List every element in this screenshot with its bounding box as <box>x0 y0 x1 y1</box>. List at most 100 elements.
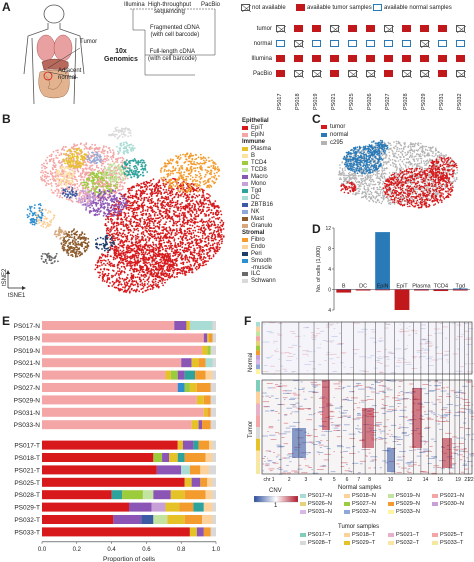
stacked-segment <box>156 465 182 475</box>
grid-cell <box>420 70 430 78</box>
x-tick-label: 0.0 <box>38 547 47 553</box>
chromosome-label: 19 <box>455 477 461 483</box>
tsne-cluster <box>95 234 116 252</box>
stacked-segment <box>203 502 213 512</box>
row-label: PS018-T <box>14 455 40 462</box>
category-label: TCD4 <box>434 284 448 290</box>
grid-cell <box>456 70 466 78</box>
stacked-segment <box>212 440 216 450</box>
normal-sample-strip <box>256 331 260 337</box>
category-label: DC <box>359 284 367 290</box>
sample-availability-grid: tumor normal Illumina PacBio PS017 PS018 PS019… <box>236 20 472 112</box>
tumor-sample-strip <box>256 438 260 451</box>
legend-item-label: DC <box>251 195 260 201</box>
panel-letter-c: C <box>312 112 321 126</box>
tsne-cluster <box>159 152 221 194</box>
stacked-segment <box>207 477 213 487</box>
stacked-segment <box>205 453 213 462</box>
stacked-segment <box>153 515 168 524</box>
sample-swatch <box>344 541 350 545</box>
normal-samples-title: Normal samples <box>338 485 382 491</box>
stacked-segment <box>42 465 157 475</box>
tsne-c-cluster <box>428 156 458 180</box>
grid-cell <box>402 25 411 32</box>
tsne-cluster <box>55 166 75 187</box>
grid-cell <box>438 25 447 32</box>
legend-item-label: Endo <box>251 244 266 250</box>
cnv-block <box>322 380 330 430</box>
grid-cell <box>366 40 375 47</box>
bar-normal <box>433 288 449 290</box>
normal-sample-strip <box>256 326 260 332</box>
stacked-segment <box>200 477 208 487</box>
stacked-segment <box>42 420 192 430</box>
grid-cell <box>312 70 322 78</box>
grid-cell <box>330 55 339 62</box>
grid-cell <box>294 25 303 32</box>
row-label: PS029-N <box>14 397 41 404</box>
grid-cell <box>384 40 393 47</box>
legend-not-available: not available <box>252 5 286 11</box>
workflow-lines <box>130 8 216 76</box>
grid-cell <box>456 40 465 47</box>
stacked-segment <box>153 490 171 500</box>
grid-cell <box>402 55 411 62</box>
sample-label: PS025–T <box>440 532 464 538</box>
stacked-segment <box>42 453 154 462</box>
stacked-segment <box>191 420 199 430</box>
stacked-segment <box>177 383 185 392</box>
stacked-segment <box>196 383 211 392</box>
grid-cell <box>294 40 304 48</box>
grid-cell <box>456 55 465 62</box>
legend-swatch <box>242 238 248 242</box>
bar-tumor <box>433 289 449 292</box>
stacked-segment <box>205 370 213 380</box>
grid-cell <box>384 55 393 62</box>
cnv-tick: 1 <box>274 503 278 509</box>
stacked-segment <box>184 515 203 524</box>
stacked-segment <box>170 490 185 500</box>
legend-item-label: EpiT <box>251 125 264 131</box>
stacked-segment <box>42 515 114 524</box>
cnv-block <box>442 438 452 468</box>
row-label: PS025-T <box>14 480 40 487</box>
tumor-sample-strip <box>256 462 260 474</box>
stacked-segment <box>42 527 190 537</box>
row-label: PS017-T <box>14 443 40 450</box>
stacked-segment <box>42 490 112 500</box>
stacked-segment <box>151 502 166 512</box>
tumor-label: Tumor <box>80 39 98 45</box>
tsne-c-cluster <box>382 167 454 209</box>
sample-label: PS031–N <box>308 509 332 515</box>
grid-cell <box>420 25 429 32</box>
legend-item-label: ZBTB16 <box>251 202 274 208</box>
sample-label: PS026–N <box>308 501 332 507</box>
legend-item-label: Peri <box>251 251 262 257</box>
legend-swatch <box>242 272 248 276</box>
sample-swatch <box>388 510 394 514</box>
legend-swatch <box>242 175 248 179</box>
grid-cell <box>294 70 304 78</box>
sample-label: PS026 <box>367 93 373 110</box>
grid-cell <box>330 70 339 77</box>
sample-swatch <box>300 541 306 545</box>
grid-cell <box>438 70 447 77</box>
chromosome-axis: chr 1 2 3 4 5 6 7 8 10 12 14 16 19 21 22 <box>262 477 474 485</box>
stacked-segment <box>184 477 192 487</box>
row-label: PS021-T <box>14 467 40 474</box>
tsne-cluster <box>26 203 44 226</box>
x-tick-label: 0.8 <box>177 547 186 553</box>
normal-sample-strip <box>256 340 260 346</box>
normal-samples-legend: PS017–N PS018–N PS019–N PS021–N PS026–N PS027… <box>300 493 474 523</box>
category-label: EpiN <box>377 284 389 290</box>
sample-label: PS029–T <box>352 540 376 546</box>
stacked-segment <box>42 477 185 487</box>
stacked-segment <box>179 502 194 512</box>
tsne-tumor-normal-plot <box>338 139 459 209</box>
grid-cell <box>402 40 411 47</box>
grid-cell <box>420 40 430 48</box>
grid-row-label: Illumina <box>251 56 272 62</box>
stacked-segment <box>184 383 190 392</box>
legend-item-label: Tgd <box>251 188 262 194</box>
legend-swatch <box>242 210 248 214</box>
